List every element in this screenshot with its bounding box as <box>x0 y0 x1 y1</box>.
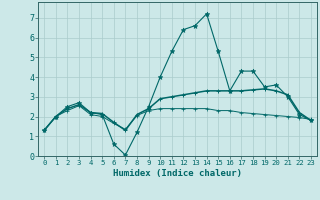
X-axis label: Humidex (Indice chaleur): Humidex (Indice chaleur) <box>113 169 242 178</box>
